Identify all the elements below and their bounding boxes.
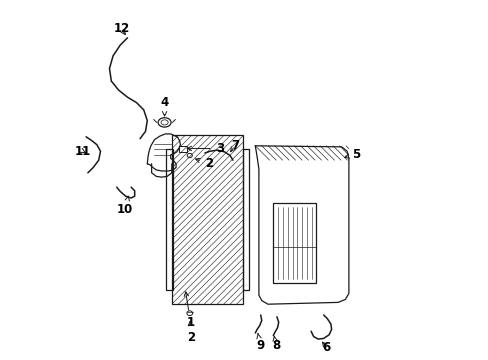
Bar [172, 135, 242, 304]
Text: 8: 8 [271, 336, 280, 352]
Bar [179, 146, 186, 152]
Text: 2: 2 [187, 321, 195, 344]
Text: 11: 11 [75, 145, 91, 158]
Bar [242, 149, 249, 290]
Text: 1: 1 [184, 292, 194, 329]
Text: 7: 7 [230, 139, 239, 152]
Text: 6: 6 [322, 341, 330, 354]
Text: 4: 4 [160, 96, 168, 116]
Text: 3: 3 [187, 142, 224, 155]
Bar [166, 149, 172, 290]
Text: 12: 12 [113, 22, 129, 35]
Text: 9: 9 [256, 333, 264, 352]
Text: 2: 2 [195, 157, 213, 170]
Bar [273, 203, 316, 283]
Text: 10: 10 [117, 196, 133, 216]
Text: 5: 5 [344, 148, 360, 161]
